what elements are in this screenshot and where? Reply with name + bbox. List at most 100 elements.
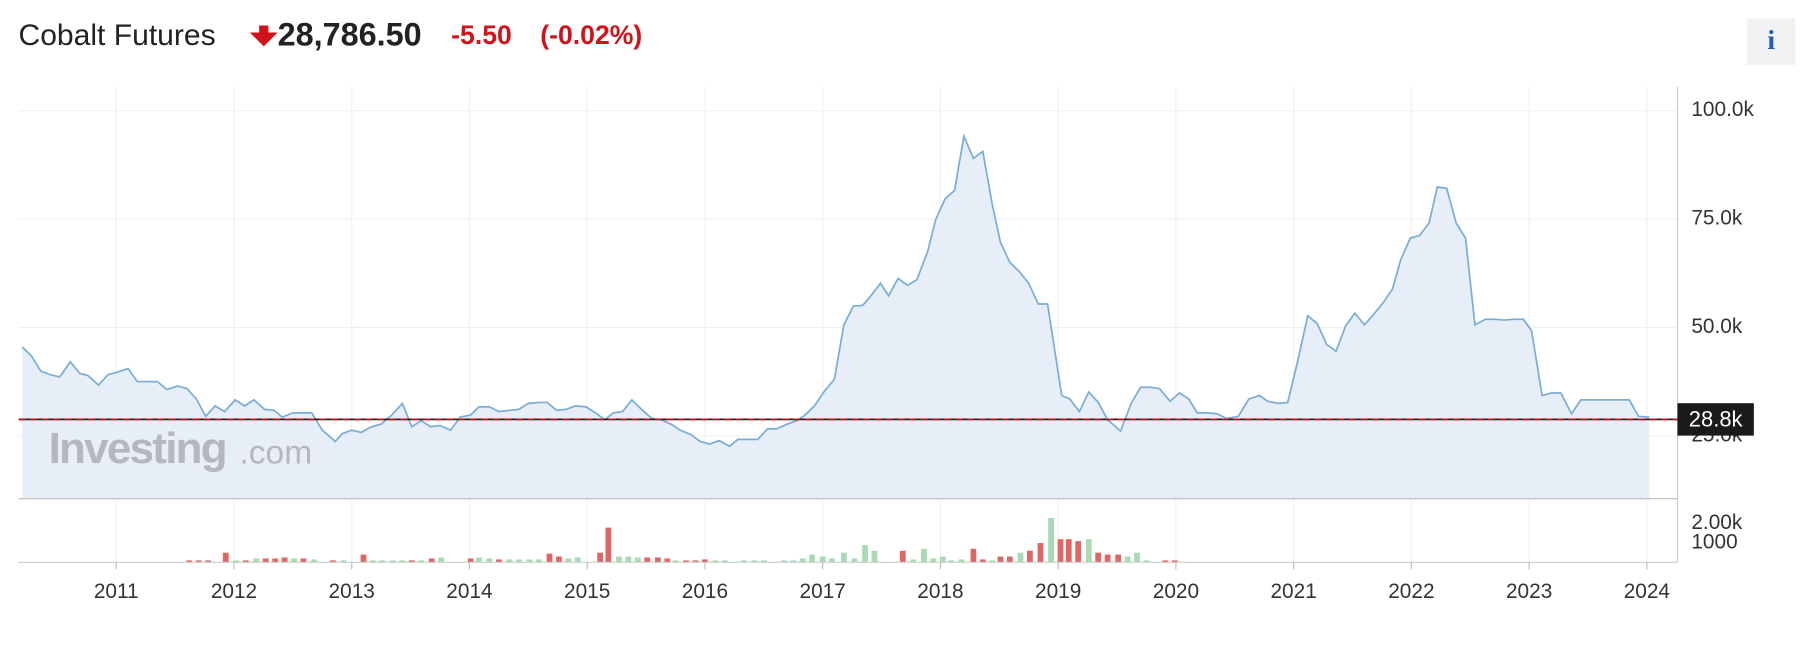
volume-bar xyxy=(340,560,347,563)
volume-bar xyxy=(634,557,641,563)
volume-bar xyxy=(871,550,878,563)
volume-bar xyxy=(1065,539,1072,563)
volume-bar xyxy=(1134,552,1140,563)
volume-bar xyxy=(692,560,699,563)
volume-bar xyxy=(997,556,1004,563)
volume-bar xyxy=(526,559,533,563)
x-tick-label: 2016 xyxy=(682,580,728,603)
volume-bar xyxy=(930,558,937,563)
volume-bar xyxy=(989,560,996,563)
y-tick-label: 100.0k xyxy=(1691,98,1754,121)
volume-bar xyxy=(253,558,260,563)
volume-bar xyxy=(780,560,787,563)
volume-bar xyxy=(242,560,249,563)
volume-bar xyxy=(467,558,474,563)
volume-bar xyxy=(851,558,858,563)
volume-bar xyxy=(948,560,954,563)
volume-bar xyxy=(418,560,425,563)
change: -5.50 xyxy=(451,20,512,50)
change-percent: (-0.02%) xyxy=(540,20,642,50)
volume-bar xyxy=(799,558,806,563)
volume-bar xyxy=(360,554,367,563)
x-tick-label: 2014 xyxy=(446,580,492,603)
volume-bar xyxy=(683,560,689,563)
x-tick-label: 2019 xyxy=(1035,580,1081,603)
down-arrow xyxy=(249,25,278,47)
volume-bar xyxy=(829,558,835,563)
volume-bar xyxy=(565,558,572,563)
volume-bar xyxy=(597,552,604,563)
volume-bar xyxy=(291,558,297,563)
volume-bar xyxy=(722,560,728,563)
volume-bar xyxy=(222,552,229,563)
volume-bar xyxy=(840,552,847,563)
volume-bar xyxy=(760,560,767,563)
volume-bar xyxy=(300,558,307,563)
volume-bar xyxy=(1027,550,1033,563)
volume-bar xyxy=(1037,543,1044,563)
volume-bar xyxy=(958,559,965,563)
x-tick-label: 2022 xyxy=(1388,580,1434,603)
volume-bar xyxy=(1085,539,1092,563)
volume-bar xyxy=(939,556,946,563)
volume-bar xyxy=(506,559,513,563)
volume-bar xyxy=(329,560,336,563)
volume-bar xyxy=(740,560,747,563)
volume-bar xyxy=(809,554,815,563)
volume-bar xyxy=(233,560,240,563)
volume-bar xyxy=(790,560,797,563)
volume-bar xyxy=(486,558,493,563)
volume-bar xyxy=(205,560,211,563)
volume-bar xyxy=(574,557,581,563)
title: Cobalt Futures xyxy=(19,19,216,52)
volume-bar xyxy=(1124,556,1131,563)
x-tick-label: 2024 xyxy=(1624,580,1670,603)
y-tick-label: 50.0k xyxy=(1691,315,1743,338)
volume-bar xyxy=(311,559,317,563)
x-tick-label: 2020 xyxy=(1153,580,1199,603)
last-price-badge xyxy=(1677,403,1754,436)
x-tick-label: 2013 xyxy=(329,580,375,603)
volume-bar xyxy=(1048,517,1054,563)
price-line xyxy=(21,133,1650,448)
volume-bar xyxy=(1171,560,1178,563)
volume-bar xyxy=(862,544,868,563)
x-tick-label: 2023 xyxy=(1506,580,1552,603)
y-tick-label: 75.0k xyxy=(1691,207,1743,230)
volume-bar xyxy=(379,560,386,563)
volume-bar xyxy=(979,559,986,563)
volume-bar xyxy=(516,559,522,563)
area-fill xyxy=(22,136,1650,499)
volume-tick-label: 2.00k xyxy=(1691,511,1743,534)
volume-bar xyxy=(712,560,719,563)
volume-bar xyxy=(605,527,612,563)
volume-bar xyxy=(556,556,562,563)
volume-bar xyxy=(1075,541,1082,563)
watermark-brand: Investing xyxy=(49,424,226,473)
volume-bar xyxy=(625,556,632,563)
volume-bar xyxy=(1057,539,1064,563)
volume-bar xyxy=(910,559,917,563)
volume-bar xyxy=(399,560,406,563)
info-icon[interactable]: i xyxy=(1767,25,1775,56)
volume-bar xyxy=(408,560,415,563)
info-button[interactable] xyxy=(1746,18,1796,65)
volume-bar xyxy=(702,559,708,563)
volume-bar xyxy=(899,550,906,563)
volume-bar xyxy=(616,556,622,563)
volume-bar xyxy=(438,557,445,563)
volume-bar xyxy=(195,560,202,563)
price: 28,786.50 xyxy=(278,17,422,53)
volume-bar xyxy=(272,558,279,563)
volume-bar xyxy=(390,560,396,563)
x-tick-label: 2011 xyxy=(94,580,139,603)
watermark-suffix: .com xyxy=(239,435,312,472)
volume-bar xyxy=(281,557,288,563)
x-tick-label: 2017 xyxy=(800,580,846,603)
x-tick-label: 2012 xyxy=(211,580,257,603)
x-tick-label: 2018 xyxy=(917,580,963,603)
volume-bar xyxy=(644,557,651,563)
volume-bar xyxy=(1007,556,1013,563)
volume-bar xyxy=(970,548,977,563)
